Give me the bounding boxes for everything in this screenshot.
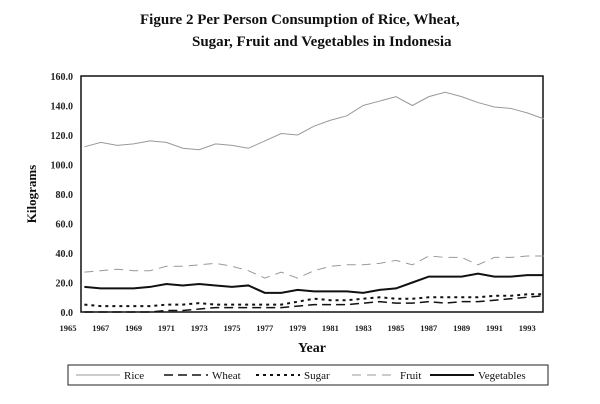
legend-label-rice: Rice xyxy=(124,370,144,382)
series-line-fruit xyxy=(84,255,544,279)
y-tick-label: 0.0 xyxy=(61,308,74,319)
x-tick-label: 1979 xyxy=(289,323,306,333)
x-tick-label: 1983 xyxy=(355,323,372,333)
y-tick-label: 20.0 xyxy=(56,279,74,290)
x-tick-label: 1987 xyxy=(420,323,438,333)
x-tick-label: 1991 xyxy=(486,323,503,333)
y-tick-label: 140.0 xyxy=(51,102,74,113)
x-tick-label: 1973 xyxy=(191,323,208,333)
series-line-vegetables xyxy=(84,272,544,294)
y-axis-label: Kilograms xyxy=(24,165,39,224)
x-tick-label: 1965 xyxy=(60,323,77,333)
x-tick-label: 1985 xyxy=(388,323,405,333)
y-tick-label: 60.0 xyxy=(56,220,74,231)
x-tick-label: 1967 xyxy=(92,323,110,333)
y-tick-label: 100.0 xyxy=(51,161,74,172)
x-tick-label: 1977 xyxy=(256,323,274,333)
x-tick-label: 1975 xyxy=(224,323,241,333)
chart-title-line2: Sugar, Fruit and Vegetables in Indonesia xyxy=(192,34,452,50)
legend-label-fruit: Fruit xyxy=(400,370,421,382)
legend-label-wheat: Wheat xyxy=(212,370,241,382)
series-line-rice xyxy=(84,91,544,151)
plot-frame xyxy=(80,75,544,313)
x-tick-label: 1993 xyxy=(519,323,536,333)
legend-box xyxy=(67,364,549,386)
legend-label-sugar: Sugar xyxy=(304,370,330,382)
x-tick-label: 1989 xyxy=(453,323,470,333)
y-tick-label: 120.0 xyxy=(51,131,74,142)
y-tick-label: 80.0 xyxy=(56,190,74,201)
y-tick-label: 40.0 xyxy=(56,249,74,260)
x-tick-label: 1981 xyxy=(322,323,339,333)
legend-label-vegetables: Vegetables xyxy=(478,370,526,382)
y-tick-label: 160.0 xyxy=(51,72,74,83)
x-axis-label: Year xyxy=(298,341,326,356)
x-tick-label: 1971 xyxy=(158,323,175,333)
chart-title-line1: Figure 2 Per Person Consumption of Rice,… xyxy=(140,12,460,28)
x-tick-label: 1969 xyxy=(125,323,142,333)
series-line-wheat xyxy=(84,295,544,313)
